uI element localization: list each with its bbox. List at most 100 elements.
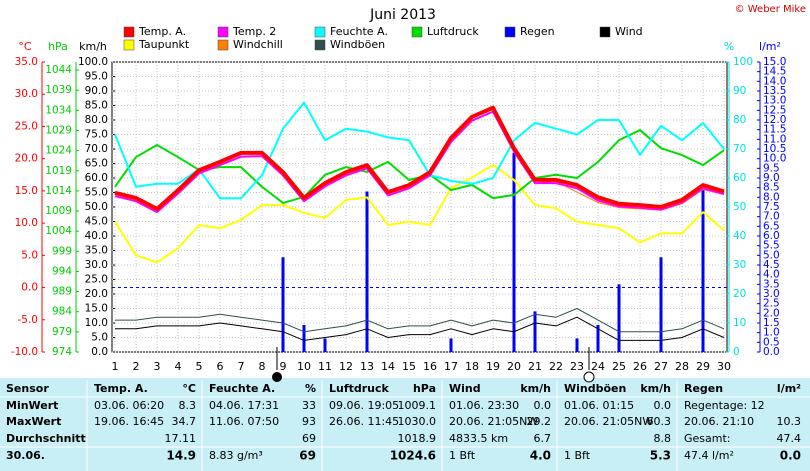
rain-bar	[281, 257, 285, 352]
x-tick-label: 17	[444, 360, 458, 373]
series-line	[114, 110, 725, 214]
table-cell: 1 Bft	[449, 449, 476, 462]
y-tick-label: 70	[733, 143, 746, 155]
y-tick-label: 20	[733, 288, 746, 300]
y-tick-label: 989	[52, 286, 72, 298]
y-tick-label: 9.0	[763, 172, 780, 184]
y-tick-label: 90	[733, 85, 746, 97]
y-tick-label: 40.0	[85, 230, 108, 242]
y-tick-label: 100.0	[78, 56, 108, 68]
table-value: 93	[302, 415, 316, 428]
x-tick-label: 6	[217, 360, 224, 373]
y-tick-label: 80	[733, 114, 746, 126]
table-header: %	[305, 382, 316, 395]
y-tick-label: 30.0	[15, 88, 38, 100]
legend-swatch	[504, 26, 516, 38]
y-tick-label: 979	[52, 326, 72, 338]
y-tick-label: -5.0	[18, 314, 39, 326]
y-tick-label: 5.0	[91, 332, 108, 344]
x-tick-label: 26	[633, 360, 647, 373]
rain-bar	[302, 324, 306, 352]
legend-swatch	[123, 39, 135, 51]
series-line	[115, 316, 725, 341]
y-tick-label: 15.0	[85, 303, 108, 315]
table-cell: 01.06. 23:30	[449, 399, 519, 412]
y-tick-label: 0.0	[91, 346, 108, 358]
x-tick-label: 1	[112, 360, 119, 373]
table-value: 1009.1	[398, 399, 437, 412]
table-cell: 20.06. 21:05NW	[449, 415, 538, 428]
y-tick-label: 7.0	[763, 211, 780, 223]
x-tick-label: 19	[486, 360, 500, 373]
y-tick-label: 999	[52, 245, 72, 257]
x-tick-label: 7	[238, 360, 245, 373]
x-tick-label: 12	[339, 360, 353, 373]
table-value: 47.4	[777, 432, 802, 445]
y-tick-label: 1.0	[763, 327, 780, 339]
table-header: km/h	[520, 382, 551, 395]
table-cell: 03.06. 06:20	[94, 399, 164, 412]
series-line	[114, 105, 725, 211]
rain-bar	[701, 187, 705, 352]
y-tick-label: 1044	[45, 64, 72, 76]
series-line	[114, 164, 725, 264]
y-tick-label: 65.0	[85, 158, 108, 170]
legend-label: Taupunkt	[138, 38, 190, 51]
y-tick-label: 50	[733, 201, 746, 213]
x-tick-label: 28	[675, 360, 689, 373]
table-row-label: Durchschnitt	[6, 432, 86, 445]
y-tick-label: 2.5	[763, 298, 780, 310]
y-tick-label: 6.5	[763, 220, 780, 232]
y-tick-label: 4.0	[763, 269, 780, 281]
x-tick-label: 8	[259, 360, 266, 373]
y-tick-label: 11.0	[763, 133, 786, 145]
rain-bar	[575, 338, 579, 352]
table-cell: Regentage: 12	[684, 399, 765, 412]
y-tick-label: 1039	[45, 84, 72, 96]
table-cell: 20.06. 21:10	[684, 415, 754, 428]
legend-label: Windchill	[233, 38, 283, 51]
axis-title: °C	[18, 40, 32, 53]
y-tick-label: 85.0	[85, 100, 108, 112]
table-value: 8.3	[179, 399, 197, 412]
table-value: 34.7	[172, 415, 197, 428]
y-tick-label: 60	[733, 172, 746, 184]
y-tick-label: 0.0	[21, 282, 38, 294]
table-value: 1030.0	[398, 415, 437, 428]
x-tick-label: 22	[549, 360, 563, 373]
legend-swatch	[411, 26, 423, 38]
series-line	[114, 101, 725, 200]
table-cell: 09.06. 19:05	[329, 399, 399, 412]
y-tick-label: 10.0	[763, 153, 786, 165]
y-tick-label: 984	[52, 306, 72, 318]
table-header: km/h	[640, 382, 671, 395]
x-tick-label: 30	[717, 360, 731, 373]
table-value: 17.11	[165, 432, 197, 445]
y-tick-label: 60.0	[85, 172, 108, 184]
x-tick-label: 23	[570, 360, 584, 373]
table-header: Feuchte A.	[209, 382, 275, 395]
y-tick-label: 7.5	[763, 201, 780, 213]
y-tick-label: 3.5	[763, 278, 780, 290]
y-tick-label: 55.0	[85, 187, 108, 199]
y-tick-label: 50.0	[85, 201, 108, 213]
table-value: 5.3	[650, 449, 671, 463]
x-tick-label: 29	[696, 360, 710, 373]
y-tick-label: 20.0	[85, 288, 108, 300]
y-tick-label: 75.0	[85, 129, 108, 141]
table-background	[0, 378, 810, 471]
y-tick-label: 1009	[45, 205, 72, 217]
y-tick-label: 6.0	[763, 230, 780, 242]
legend-label: Temp. A.	[138, 25, 186, 38]
y-tick-label: 30	[733, 259, 746, 271]
y-tick-label: 8.0	[763, 191, 780, 203]
table-cell: 47.4 l/m²	[684, 449, 734, 462]
x-tick-label: 25	[612, 360, 626, 373]
series-line	[115, 308, 725, 333]
legend-label: Wind	[615, 25, 643, 38]
y-tick-label: 100	[733, 56, 753, 68]
chart-title: Juni 2013	[369, 7, 436, 23]
moon-new	[272, 372, 282, 382]
table-cell: Gesamt:	[684, 432, 731, 445]
